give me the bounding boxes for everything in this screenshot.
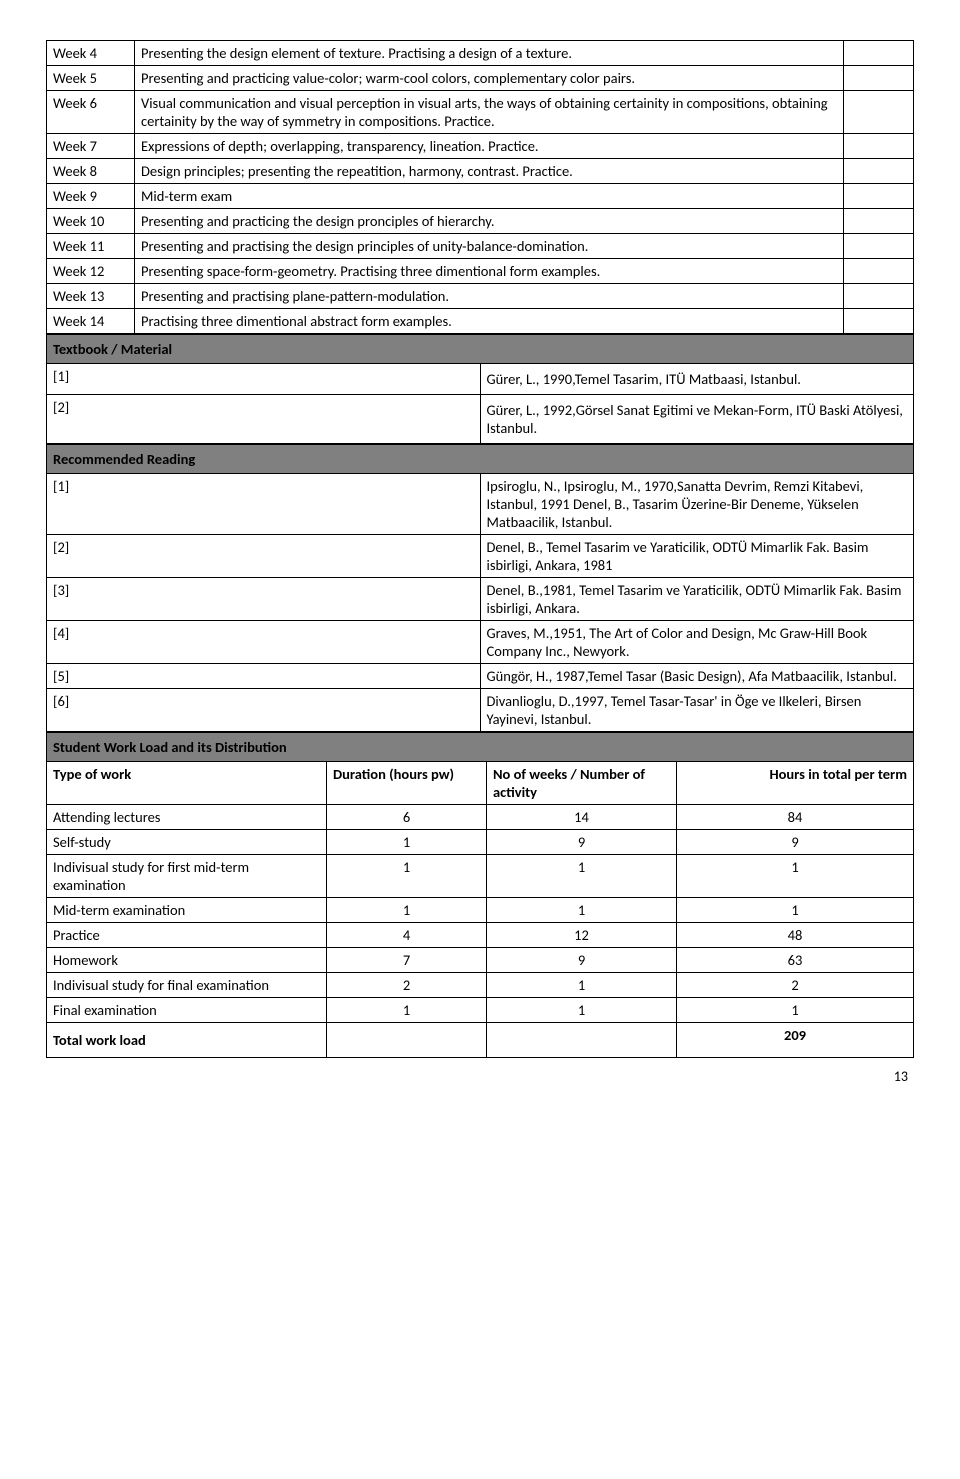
recreading-ref: [4] xyxy=(47,621,481,664)
week-desc: Expressions of depth; overlapping, trans… xyxy=(135,134,844,159)
week-label: Week 10 xyxy=(47,209,135,234)
workload-type: Homework xyxy=(47,948,327,973)
recreading-ref: [2] xyxy=(47,535,481,578)
recreading-text: Güngör, H., 1987,Temel Tasar (Basic Desi… xyxy=(480,664,914,689)
week-desc: Presenting and practising plane-pattern-… xyxy=(135,284,844,309)
workload-duration: 2 xyxy=(327,973,487,998)
workload-col-type: Type of work xyxy=(47,762,327,805)
workload-duration: 6 xyxy=(327,805,487,830)
workload-col-total: Hours in total per term xyxy=(677,762,914,805)
workload-duration: 1 xyxy=(327,830,487,855)
workload-type: Mid-term examination xyxy=(47,898,327,923)
week-desc: Presenting the design element of texture… xyxy=(135,41,844,66)
workload-total: 84 xyxy=(677,805,914,830)
workload-total: 1 xyxy=(677,898,914,923)
workload-type: Final examination xyxy=(47,998,327,1023)
week-label: Week 12 xyxy=(47,259,135,284)
week-desc: Presenting and practising the design pri… xyxy=(135,234,844,259)
workload-header: Student Work Load and its Distribution xyxy=(47,733,914,762)
workload-duration: 1 xyxy=(327,998,487,1023)
week-label: Week 6 xyxy=(47,91,135,134)
workload-weeks: 9 xyxy=(487,830,677,855)
workload-weeks: 12 xyxy=(487,923,677,948)
week-label: Week 14 xyxy=(47,309,135,334)
recreading-text: Graves, M.,1951, The Art of Color and De… xyxy=(480,621,914,664)
week-empty xyxy=(844,91,914,134)
workload-type: Self-study xyxy=(47,830,327,855)
total-workload-value: 209 xyxy=(677,1023,914,1058)
workload-table: Student Work Load and its Distribution T… xyxy=(46,732,914,1058)
recreading-ref: [5] xyxy=(47,664,481,689)
workload-duration: 1 xyxy=(327,855,487,898)
week-label: Week 9 xyxy=(47,184,135,209)
workload-type: Indivisual study for first mid-term exam… xyxy=(47,855,327,898)
workload-type: Indivisual study for final examination xyxy=(47,973,327,998)
workload-weeks: 9 xyxy=(487,948,677,973)
textbook-ref: [2] xyxy=(47,395,481,444)
workload-weeks: 1 xyxy=(487,898,677,923)
textbook-ref: [1] xyxy=(47,364,481,395)
workload-total: 63 xyxy=(677,948,914,973)
workload-total: 9 xyxy=(677,830,914,855)
workload-duration: 7 xyxy=(327,948,487,973)
week-empty xyxy=(844,41,914,66)
week-empty xyxy=(844,284,914,309)
recreading-text: Denel, B., Temel Tasarim ve Yaraticilik,… xyxy=(480,535,914,578)
week-label: Week 11 xyxy=(47,234,135,259)
week-desc: Visual communication and visual percepti… xyxy=(135,91,844,134)
workload-total: 2 xyxy=(677,973,914,998)
week-label: Week 8 xyxy=(47,159,135,184)
week-desc: Design principles; presenting the repeat… xyxy=(135,159,844,184)
recreading-text: Ipsiroglu, N., Ipsiroglu, M., 1970,Sanat… xyxy=(480,474,914,535)
week-desc: Practising three dimentional abstract fo… xyxy=(135,309,844,334)
week-desc: Mid-term exam xyxy=(135,184,844,209)
week-empty xyxy=(844,309,914,334)
workload-duration: 4 xyxy=(327,923,487,948)
workload-col-weeks: No of weeks / Number of activity xyxy=(487,762,677,805)
week-desc: Presenting space-form-geometry. Practisi… xyxy=(135,259,844,284)
workload-weeks: 1 xyxy=(487,855,677,898)
recreading-text: Denel, B.,1981, Temel Tasarim ve Yaratic… xyxy=(480,578,914,621)
week-desc: Presenting and practicing the design pro… xyxy=(135,209,844,234)
week-empty xyxy=(844,184,914,209)
workload-type: Practice xyxy=(47,923,327,948)
weekly-schedule-table: Week 4Presenting the design element of t… xyxy=(46,40,914,334)
textbook-header: Textbook / Material xyxy=(47,335,914,364)
recreading-ref: [1] xyxy=(47,474,481,535)
recommended-reading-table: Recommended Reading [1]Ipsiroglu, N., Ip… xyxy=(46,444,914,732)
workload-weeks: 1 xyxy=(487,973,677,998)
workload-weeks: 14 xyxy=(487,805,677,830)
recreading-ref: [3] xyxy=(47,578,481,621)
workload-total: 48 xyxy=(677,923,914,948)
workload-duration: 1 xyxy=(327,898,487,923)
week-empty xyxy=(844,259,914,284)
week-label: Week 4 xyxy=(47,41,135,66)
week-empty xyxy=(844,209,914,234)
textbook-text: Gürer, L., 1992,Görsel Sanat Egitimi ve … xyxy=(480,395,914,444)
workload-type: Attending lectures xyxy=(47,805,327,830)
workload-weeks: 1 xyxy=(487,998,677,1023)
week-label: Week 13 xyxy=(47,284,135,309)
workload-total: 1 xyxy=(677,998,914,1023)
workload-total: 1 xyxy=(677,855,914,898)
recreading-ref: [6] xyxy=(47,689,481,732)
recreading-text: Divanlioglu, D.,1997, Temel Tasar-Tasar'… xyxy=(480,689,914,732)
page-number: 13 xyxy=(46,1058,914,1085)
week-desc: Presenting and practicing value-color; w… xyxy=(135,66,844,91)
week-label: Week 5 xyxy=(47,66,135,91)
week-empty xyxy=(844,66,914,91)
total-workload-label: Total work load xyxy=(47,1023,327,1058)
week-empty xyxy=(844,159,914,184)
week-empty xyxy=(844,134,914,159)
textbook-text: Gürer, L., 1990,Temel Tasarim, ITÜ Matba… xyxy=(480,364,914,395)
workload-col-duration: Duration (hours pw) xyxy=(327,762,487,805)
textbook-table: Textbook / Material [1]Gürer, L., 1990,T… xyxy=(46,334,914,444)
recreading-header: Recommended Reading xyxy=(47,445,914,474)
week-empty xyxy=(844,234,914,259)
week-label: Week 7 xyxy=(47,134,135,159)
